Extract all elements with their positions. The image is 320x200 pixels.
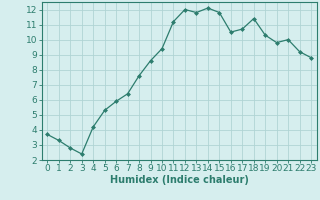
- X-axis label: Humidex (Indice chaleur): Humidex (Indice chaleur): [110, 175, 249, 185]
